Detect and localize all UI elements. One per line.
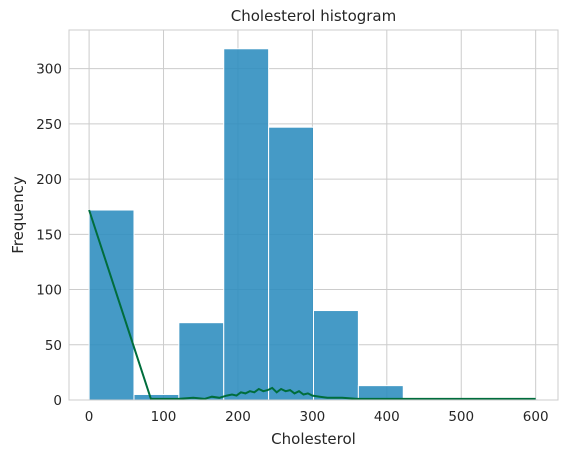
y-tick-label: 200: [36, 172, 62, 188]
chart-title: Cholesterol histogram: [231, 7, 396, 25]
x-axis-label: Cholesterol: [271, 430, 356, 448]
x-tick-label: 100: [151, 409, 177, 425]
histogram-bar: [88, 209, 135, 401]
x-tick-label: 400: [374, 409, 400, 425]
y-tick-label: 100: [36, 283, 62, 299]
x-tick-label: 500: [448, 409, 474, 425]
histogram-bar: [357, 385, 404, 401]
histogram-bar: [178, 322, 225, 401]
x-ticks: 0 100 200 300 400 500 600: [85, 409, 549, 425]
y-tick-label: 250: [36, 117, 62, 133]
histogram-bar: [313, 310, 359, 401]
x-tick-label: 200: [225, 409, 251, 425]
x-tick-label: 300: [299, 409, 325, 425]
y-tick-label: 150: [36, 227, 62, 243]
plot-frame: [68, 29, 559, 401]
x-tick-label: 600: [523, 409, 549, 425]
x-tick-label: 0: [85, 409, 94, 425]
y-tick-label: 0: [53, 393, 62, 409]
series-line: [88, 209, 536, 400]
histogram-bar: [223, 48, 270, 401]
y-ticks: 0 50 100 150 200 250 300: [36, 62, 62, 409]
y-tick-label: 300: [36, 62, 62, 78]
y-tick-label: 50: [45, 338, 62, 354]
histogram-bar: [268, 126, 314, 401]
y-axis-label: Frequency: [9, 176, 27, 254]
